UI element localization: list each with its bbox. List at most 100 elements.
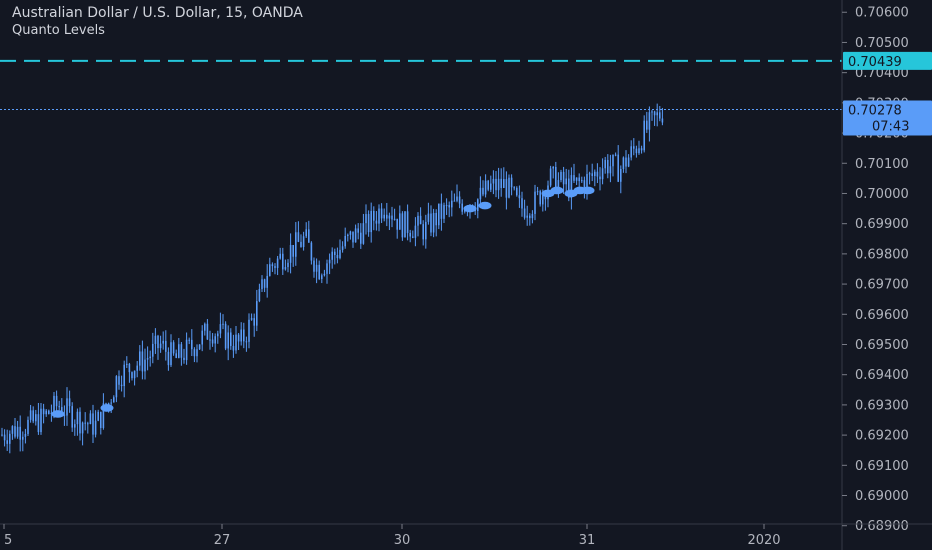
candle [276,255,279,276]
candle [214,333,216,353]
candle [539,189,541,207]
candle [152,332,154,364]
candle [232,334,235,358]
candle [198,344,201,350]
symbol-title[interactable]: Australian Dollar / U.S. Dollar, 15, OAN… [12,5,303,21]
candle [430,205,432,237]
candle [50,404,53,422]
candle [360,223,362,249]
time-axis[interactable]: 5 27 30 31 2020 [0,523,932,548]
price-tick-label: 0.70500 [855,36,909,51]
price-tick-label: 0.69700 [855,278,909,293]
candle [627,154,630,168]
candle [516,186,518,197]
candle [284,259,287,271]
candle [40,403,42,435]
candle [76,408,79,436]
candle [648,106,651,142]
candle [604,156,606,174]
candle [659,106,661,122]
candle [14,418,16,439]
level-marker [51,410,65,418]
chart-legend: Australian Dollar / U.S. Dollar, 15, OAN… [12,5,303,39]
candle [396,218,398,239]
candle [250,313,253,321]
candle [237,332,240,351]
candle [601,158,604,185]
candle [638,140,640,155]
price-axis[interactable]: 0.707000.706000.705000.704000.703000.702… [841,0,932,550]
time-tick-label: 2020 [747,533,780,548]
candle [354,224,357,243]
candle [295,222,297,266]
candle [549,165,552,188]
time-tick-label: 31 [579,533,596,548]
candle [370,202,372,243]
candle [523,199,526,220]
candle [367,210,370,237]
price-tick-label: 0.69600 [855,308,909,323]
price-tick-label: 0.69500 [855,338,909,353]
price-tick-label: 0.70100 [855,157,909,172]
candle [635,145,638,158]
candle [336,247,339,264]
candle [427,202,430,225]
candle [440,193,443,231]
candle [248,313,250,349]
candle [313,257,315,278]
time-tick-label: 30 [394,533,411,548]
candle [625,150,627,174]
candle [620,165,622,194]
candle [492,170,495,195]
candle [643,115,645,153]
candle [191,329,193,357]
candle [334,248,336,265]
candle [165,330,167,361]
candle [79,407,81,441]
candle [19,415,21,452]
candle [178,338,180,359]
indicator-title[interactable]: Quanto Levels [12,23,105,38]
candle [375,211,378,231]
candle [37,402,40,435]
candle [9,430,11,454]
candle [573,163,575,184]
candle [1,427,3,437]
candle [505,171,508,210]
candle [458,191,461,209]
candle [640,145,643,154]
candle [58,400,60,411]
candle [401,211,404,241]
last-price-label: 0.70278 [848,104,902,119]
candle [131,371,133,381]
price-tick-label: 0.69000 [855,489,909,504]
candle [128,362,131,383]
candle [141,340,144,380]
candle [380,203,383,224]
candle [614,152,617,157]
candle [453,193,456,202]
candle [279,247,281,260]
candle [24,428,27,444]
candle [399,205,401,230]
candle [159,335,162,353]
candle [235,326,237,354]
candle [157,334,159,360]
level-marker [463,204,477,213]
candle [74,419,76,436]
candle [404,211,406,238]
candle [113,395,115,403]
candle [425,214,427,249]
candle [565,168,567,193]
candle [391,206,393,228]
level-markers-layer [51,186,595,418]
level-price-tag: 0.70439 [843,51,932,70]
candle [266,264,268,298]
candle [81,421,84,446]
candle [508,174,510,199]
candle [432,208,435,238]
candle [263,278,266,293]
